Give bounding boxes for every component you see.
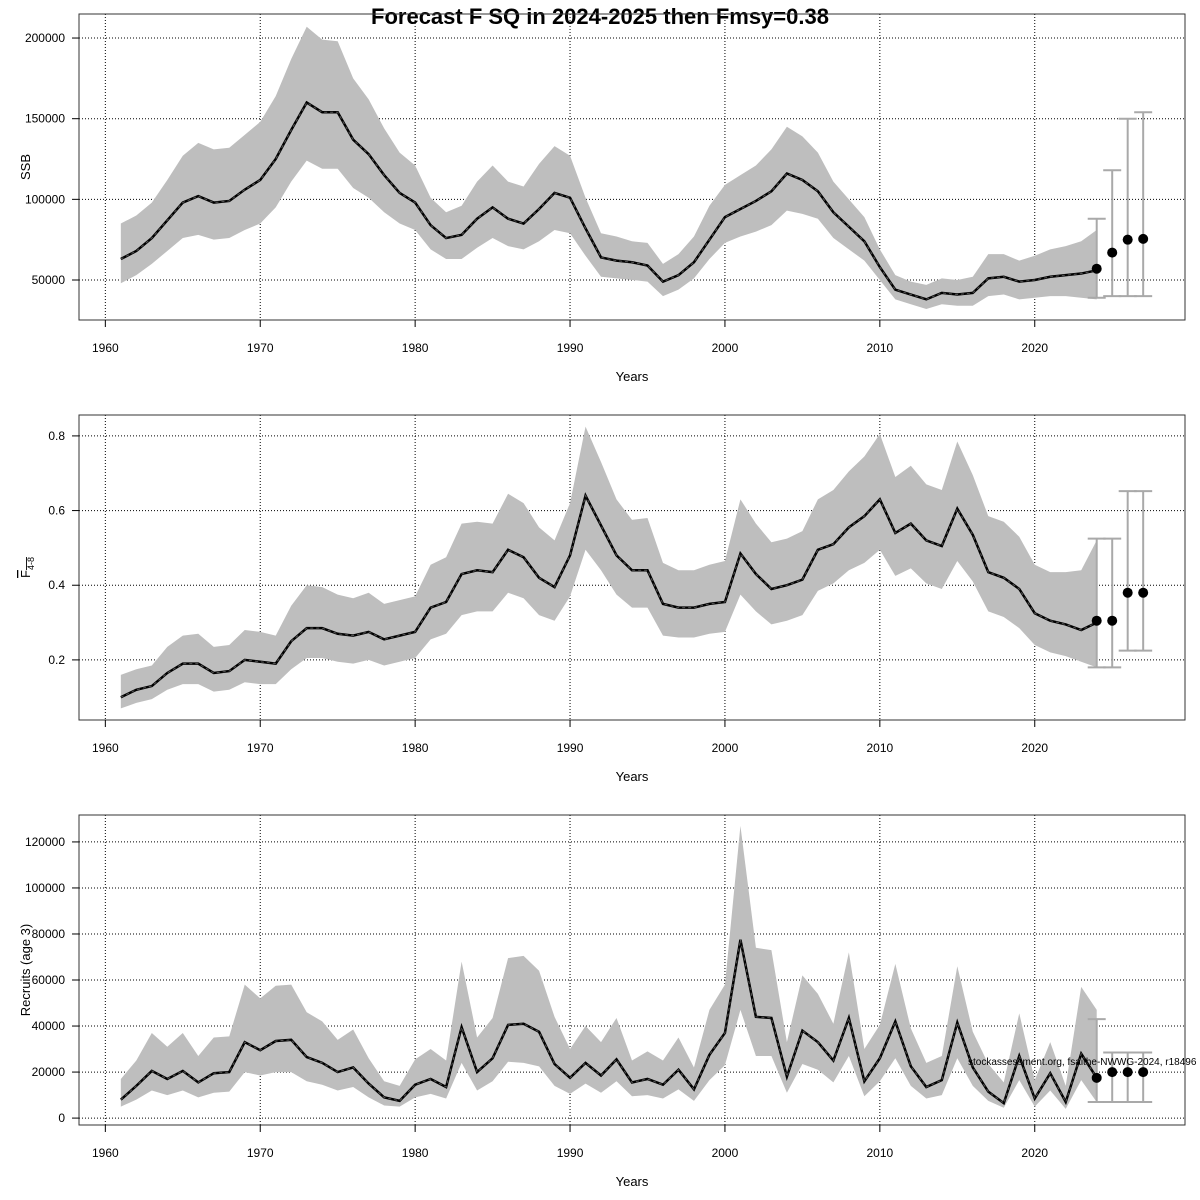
x-tick-label: 1960 [92,741,119,755]
x-tick-label: 2000 [712,741,739,755]
forecast-point [1122,1067,1133,1078]
x-axis-label: Years [616,769,649,784]
x-tick-label: 2010 [866,341,893,355]
x-tick-label: 2020 [1021,341,1048,355]
confidence-band [120,26,1097,310]
y-tick-label: 20000 [32,1065,66,1079]
forecast-point [1138,233,1149,244]
y-tick-label: 0.6 [48,504,65,518]
panel-1: 1960 1970 1980 1990 2000 2010 2020 50000 100000 1… [18,13,1186,384]
x-tick-label: 1990 [557,741,584,755]
y-tick-label: 80000 [32,927,66,941]
y-tick-label: 0 [58,1111,65,1125]
plot-frame [78,814,1186,1126]
x-tick-label: 2000 [712,1146,739,1160]
x-tick-label: 1990 [557,341,584,355]
x-tick-label: 2020 [1021,1146,1048,1160]
x-axis-label: Years [616,369,649,384]
y-tick-label: 60000 [32,973,66,987]
x-tick-label: 1980 [402,341,429,355]
plot-frame [78,13,1186,321]
estimate-line-dash [120,101,1097,300]
panel-2: 1960 1970 1980 1990 2000 2010 2020 0.2 0.4 0.6 0.8… [18,414,1186,784]
x-tick-label: 1980 [402,1146,429,1160]
y-tick-label: 100000 [25,881,65,895]
y-tick-label: 0.2 [48,653,65,667]
x-tick-label: 1990 [557,1146,584,1160]
plot-frame [78,414,1186,721]
confidence-band [120,426,1097,709]
x-tick-label: 1970 [247,741,274,755]
y-tick-label: 0.4 [48,578,65,592]
forecast-point [1107,615,1118,626]
figure-title: Forecast F SQ in 2024-2025 then Fmsy=0.3… [371,4,829,29]
x-tick-label: 1960 [92,1146,119,1160]
x-tick-label: 1960 [92,341,119,355]
y-axis-label-subscript: 4-8 [26,557,36,570]
y-axis-label: F4-8 [18,557,36,578]
forecast-point [1107,1067,1118,1078]
forecast-point [1091,615,1102,626]
y-tick-label: 120000 [25,835,65,849]
forecast-point [1107,247,1118,258]
y-tick-label: 40000 [32,1019,66,1033]
x-axis-label: Years [616,1174,649,1189]
forecast-point [1091,1072,1102,1083]
x-tick-label: 1970 [247,1146,274,1160]
x-tick-label: 2020 [1021,741,1048,755]
estimate-line [120,492,1098,699]
x-tick-label: 2000 [712,341,739,355]
y-axis-label: Recruits (age 3) [18,924,33,1016]
y-tick-label: 50000 [32,273,66,287]
y-tick-label: 150000 [25,112,65,126]
forecast-point [1122,587,1133,598]
x-tick-label: 2010 [866,741,893,755]
y-axis-label: SSB [18,154,33,180]
y-tick-label: 100000 [25,192,65,206]
forecast-point [1138,587,1149,598]
panel-3: 1960 1970 1980 1990 2000 2010 2020 0 20000 40000 6… [18,814,1186,1189]
x-tick-label: 2010 [866,1146,893,1160]
y-tick-label: 200000 [25,31,65,45]
x-tick-label: 1980 [402,741,429,755]
forecast-point [1138,1067,1149,1078]
watermark: stockassessment.org, fsaithe-NWWG-2024, … [968,1057,1197,1068]
x-tick-label: 1970 [247,341,274,355]
y-tick-label: 0.8 [48,429,65,443]
forecast-point [1091,263,1102,274]
estimate-line-dash [120,939,1098,1104]
forecast-point [1122,234,1133,245]
